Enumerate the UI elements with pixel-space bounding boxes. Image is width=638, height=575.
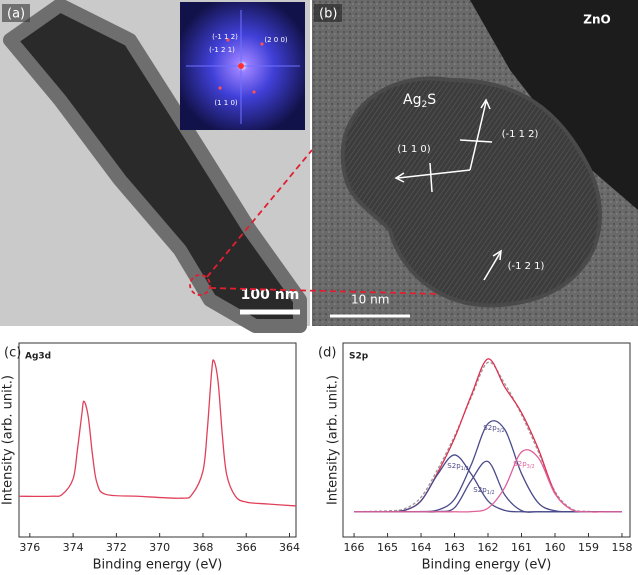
scale-bar-label: 100 nm: [241, 287, 300, 303]
peak-label-sub: 1/2: [487, 490, 495, 496]
plane-label: (-1 1 2): [502, 129, 539, 140]
panel-label: (d): [318, 346, 336, 361]
peak-label: S2p1/2: [473, 486, 494, 496]
y-axis-label: Intensity (arb. unit.): [326, 375, 341, 505]
x-tick-label: 368: [192, 541, 213, 554]
panel-label: (a): [7, 7, 25, 22]
x-tick-label: 159: [578, 541, 599, 554]
hrtem-image-b: (b) ZnO Ag2S (-1 1 2) (1 1 0) (-1 2 1) 1…: [312, 0, 638, 326]
x-tick-label: 374: [63, 541, 84, 554]
inset-label: (2 0 0): [264, 36, 288, 44]
zoom-line: [206, 149, 313, 278]
plane-label: (-1 2 1): [508, 261, 545, 272]
plane-arrows: [394, 98, 502, 281]
peak-label-sub: 3/2: [527, 464, 535, 470]
x-tick-label: 158: [611, 541, 632, 554]
chart-title: Ag3d: [25, 352, 51, 362]
tem-image-a: (a) (-1 1 2) (2 0 0) (-1 2 1) (1 1 0) 10…: [0, 0, 310, 333]
x-tick-label: 165: [377, 541, 398, 554]
inset-label: (-1 2 1): [209, 46, 235, 54]
x-tick-label: 376: [19, 541, 40, 554]
x-tick-label: 160: [544, 541, 565, 554]
inset-label: (1 1 0): [214, 99, 238, 107]
peak-label-text: S2p: [447, 462, 461, 470]
inset-label: (-1 1 2): [212, 33, 238, 41]
x-tick-label: 166: [344, 541, 365, 554]
plane-label: (1 1 0): [397, 144, 430, 155]
x-tick-label: 162: [478, 541, 499, 554]
x-tick-label: 161: [511, 541, 532, 554]
material-label: ZnO: [583, 13, 610, 27]
peak-label-text: S2p: [513, 460, 527, 468]
x-axis-label: Binding energy (eV): [93, 558, 223, 573]
x-tick-label: 364: [279, 541, 300, 554]
zoom-line: [209, 287, 441, 295]
plot-frame: [342, 342, 631, 538]
phase-text: S: [427, 92, 436, 108]
peak-label-text: S2p: [483, 424, 497, 432]
phase-sub: 2: [421, 100, 427, 110]
panel-label: (b): [319, 7, 337, 22]
zoom-circle: [189, 274, 211, 296]
chart-title: S2p: [349, 352, 369, 362]
plot-frame: [18, 342, 297, 538]
panel-label: (c): [4, 346, 21, 361]
peak-label: S2p1/2: [447, 462, 468, 472]
x-axis-label: Binding energy (eV): [422, 558, 552, 573]
data-line: [354, 449, 622, 513]
y-axis-label: Intensity (arb. unit.): [1, 375, 16, 505]
peak-label-sub: 1/2: [461, 466, 469, 472]
x-tick-label: 366: [236, 541, 257, 554]
x-tick-label: 163: [444, 541, 465, 554]
phase-text: Ag: [403, 92, 421, 108]
data-line: [354, 361, 622, 513]
peak-label-text: S2p: [473, 486, 487, 494]
x-tick-label: 370: [149, 541, 170, 554]
peak-label-sub: 3/2: [497, 428, 505, 434]
data-line: [18, 359, 297, 507]
x-tick-label: 164: [411, 541, 432, 554]
peak-label: S2p3/2: [483, 424, 504, 434]
scale-bar-label: 10 nm: [351, 293, 389, 307]
x-tick-label: 372: [106, 541, 127, 554]
peak-label: S2p3/2: [513, 460, 534, 470]
phase-label: Ag2S: [403, 92, 436, 110]
